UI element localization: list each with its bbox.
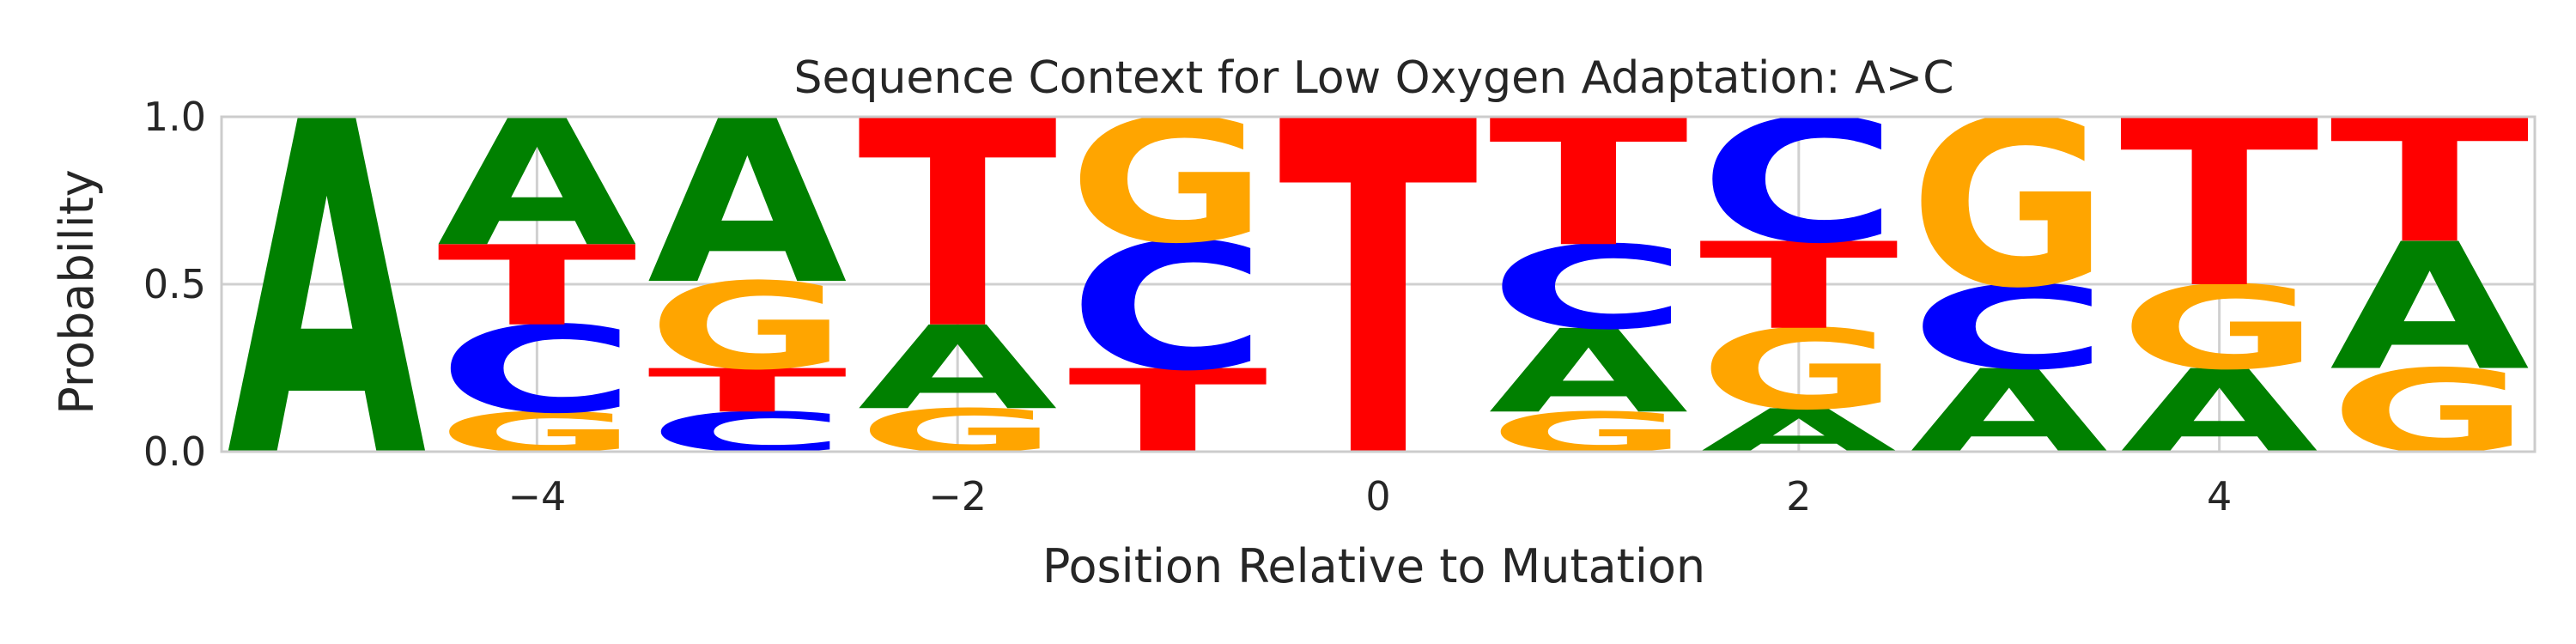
logo-letter-G: G	[2330, 345, 2530, 479]
logo-letter-A: A	[1909, 345, 2109, 479]
logo-letter-T: T	[1068, 346, 1269, 479]
logo-letter-T: T	[1489, 82, 1690, 286]
logo-letter-A: A	[647, 73, 849, 335]
plot-frame	[220, 115, 2537, 453]
logo-letter-G: G	[1698, 306, 1899, 434]
logo-letter-G: G	[1489, 401, 1689, 465]
x-tick-labels: −4 −2 0 2 4	[507, 473, 2232, 519]
logo-letter-T: T	[437, 222, 638, 350]
logo-letter-G: G	[1068, 83, 1268, 282]
x-tick-label: −4	[507, 473, 566, 519]
logo-letter-C: C	[1068, 206, 1268, 409]
y-tick-label: 0.0	[143, 428, 206, 475]
logo-letter-C: C	[437, 301, 637, 440]
logo-letter-C: C	[647, 401, 848, 465]
logo-letter-A: A	[2119, 345, 2319, 479]
logo-letter-A: A	[858, 301, 1058, 435]
y-tick-label: 1.0	[143, 94, 206, 140]
logo-letter-T: T	[1698, 217, 1899, 356]
x-tick-label: 2	[1786, 473, 1811, 519]
logo-letter-T: T	[2330, 83, 2530, 281]
y-axis-label: Probability	[50, 169, 104, 414]
logo-letter-T: T	[647, 356, 848, 426]
logo-letter-A: A	[437, 83, 639, 286]
x-tick-label: −2	[928, 473, 987, 519]
logo-letter-G: G	[647, 258, 848, 397]
chart-title: Sequence Context for Low Oxygen Adaptati…	[793, 52, 1953, 104]
logo-letter-T: T	[2119, 72, 2320, 338]
logo-letter-A: A	[1699, 397, 1899, 466]
logo-letter-T: T	[858, 61, 1059, 392]
logo-letter-T: T	[1279, 26, 1479, 560]
x-axis-label: Position Relative to Mutation	[1042, 539, 1705, 593]
logo-letter-A: A	[1489, 305, 1689, 439]
y-tick-label: 0.5	[143, 261, 206, 307]
logo-letter-G: G	[1909, 71, 2109, 338]
x-tick-label: 0	[1365, 473, 1390, 519]
logo-letter-C: C	[1489, 222, 1689, 355]
x-tick-label: 4	[2207, 473, 2232, 519]
logo-letter-G: G	[858, 396, 1058, 465]
y-tick-labels: 0.0 0.5 1.0	[143, 94, 206, 475]
logo-letter-G: G	[437, 401, 637, 465]
logo-letter-A: A	[2330, 207, 2531, 410]
logo-letter-A: A	[227, 27, 428, 561]
logo-letter-G: G	[2119, 262, 2319, 396]
logo-letter-C: C	[1698, 84, 1899, 282]
logo-letter-C: C	[1909, 262, 2109, 395]
